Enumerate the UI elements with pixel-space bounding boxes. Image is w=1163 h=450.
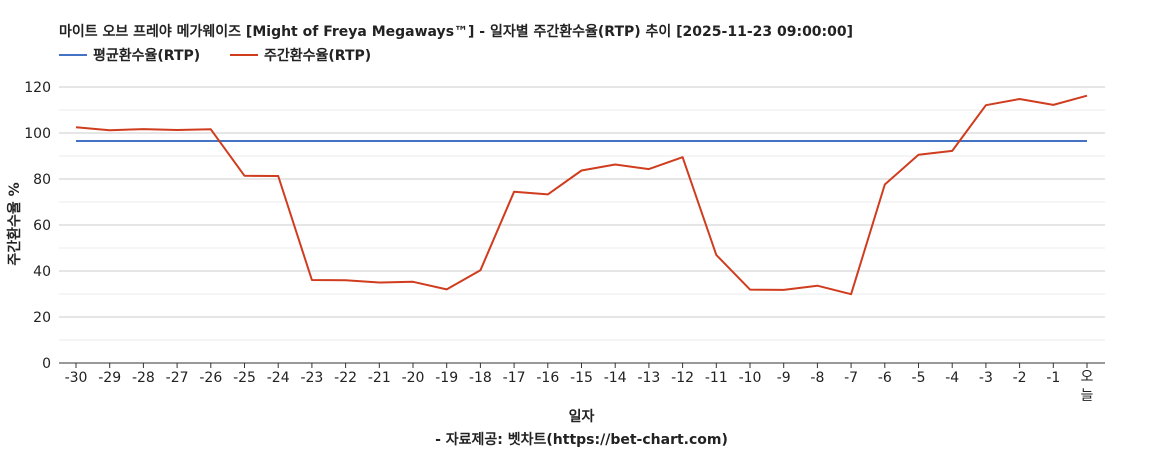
x-tick-label: 오 — [1081, 369, 1094, 385]
legend-label-average: 평균환수율(RTP) — [93, 48, 201, 64]
x-tick-label: 늘 — [1081, 388, 1094, 404]
x-tick-label: -10 — [739, 370, 762, 386]
legend-label-weekly: 주간환수율(RTP) — [264, 48, 372, 64]
x-tick-label: -5 — [912, 370, 926, 386]
x-tick-label: -21 — [368, 370, 391, 386]
x-tick-label: -17 — [503, 370, 526, 386]
y-axis-label: 주간환수율 % — [6, 182, 23, 265]
y-tick-label: 40 — [33, 264, 51, 280]
x-tick-label: -6 — [878, 370, 892, 386]
source-credit: - 자료제공: 벳차트(https://bet-chart.com) — [435, 432, 728, 448]
x-tick-label: -11 — [705, 370, 728, 386]
x-tick-label: -16 — [536, 370, 559, 386]
y-tick-label: 100 — [24, 126, 51, 142]
x-tick-label: -22 — [334, 370, 357, 386]
x-tick-label: -4 — [945, 370, 959, 386]
x-tick-label: -14 — [604, 370, 627, 386]
y-tick-label: 60 — [33, 218, 51, 234]
legend-item-weekly-rtp[interactable]: 주간환수율(RTP) — [230, 45, 371, 65]
x-tick-label: -8 — [810, 370, 824, 386]
legend-swatch-weekly — [230, 54, 258, 56]
y-tick-label: 120 — [24, 80, 51, 96]
series-line-weekly-rtp[interactable] — [75, 94, 1088, 296]
x-tick-label: -28 — [132, 370, 155, 386]
x-tick-label: -1 — [1046, 370, 1060, 386]
y-axis: 0 20 40 60 80 100 120 — [24, 80, 51, 372]
x-axis-label: 일자 — [568, 409, 595, 425]
x-tick-label: -20 — [402, 370, 425, 386]
x-tick-label: -24 — [267, 370, 290, 386]
x-tick-label: -2 — [1013, 370, 1027, 386]
x-tick-label: -15 — [570, 370, 593, 386]
x-tick-label: -29 — [98, 370, 121, 386]
legend-item-average-rtp[interactable]: 평균환수율(RTP) — [59, 45, 200, 65]
y-tick-label: 80 — [33, 172, 51, 188]
y-tick-label: 20 — [33, 310, 51, 326]
x-tick-label: -19 — [435, 370, 458, 386]
x-tick-label: -3 — [979, 370, 993, 386]
x-tick-label: -9 — [777, 370, 791, 386]
x-tick-label: -12 — [671, 370, 694, 386]
x-tick-label: -18 — [469, 370, 492, 386]
x-tick-label: -26 — [199, 370, 222, 386]
x-tick-label: -13 — [637, 370, 660, 386]
x-tick-label: -30 — [65, 370, 88, 386]
x-tick-label: -25 — [233, 370, 256, 386]
x-tick-label: -7 — [844, 370, 858, 386]
x-axis: -30 -29 -28 -27 -26 -25 -24 -23 -22 -21 -20 -19 -18-… — [65, 363, 1094, 404]
chart-title: 마이트 오브 프레야 메가웨이즈 [Might of Freya Megaway… — [59, 24, 854, 40]
x-tick-label: -23 — [300, 370, 323, 386]
x-tick-label: -27 — [166, 370, 189, 386]
legend-swatch-average — [59, 54, 87, 56]
y-tick-label: 0 — [42, 356, 51, 372]
gridlines — [59, 86, 1105, 364]
series-lines — [75, 94, 1088, 296]
